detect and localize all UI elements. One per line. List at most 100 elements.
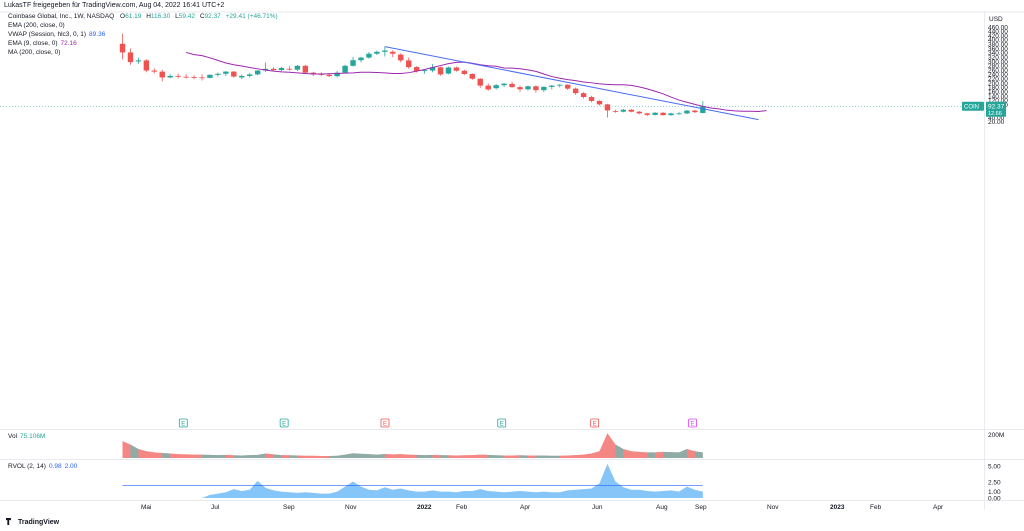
volume-segment bbox=[321, 455, 330, 458]
volume-segment bbox=[416, 454, 425, 458]
volume-segment bbox=[130, 444, 139, 458]
volume-segment bbox=[591, 451, 600, 458]
volume-segment bbox=[480, 454, 489, 458]
candle-body bbox=[565, 84, 571, 89]
volume-segment bbox=[583, 453, 592, 458]
rvol-legend[interactable]: RVOL (2, 14) 0.98 2.00 bbox=[8, 463, 78, 470]
volume-segment bbox=[647, 452, 656, 458]
volume-segment bbox=[170, 453, 179, 458]
volume-segment bbox=[607, 433, 616, 458]
candle-body bbox=[127, 52, 134, 63]
price-axis-tick: 40.00 bbox=[988, 115, 1005, 122]
time-axis-label: Nov bbox=[767, 504, 779, 511]
volume-segment bbox=[400, 454, 409, 458]
candle-body bbox=[326, 74, 332, 77]
symbol-legend[interactable]: Coinbase Global, Inc., 1W, NASDAQ O61.19… bbox=[8, 13, 278, 20]
earnings-marker[interactable] bbox=[380, 418, 390, 428]
candle-body bbox=[254, 70, 261, 75]
candle-body bbox=[445, 67, 452, 74]
indicator-vwap[interactable]: VWAP (Session, hlc3, 0, 1) 89.36 bbox=[8, 31, 106, 38]
price-axis-tick: 160.00 bbox=[988, 89, 1008, 96]
volume-segment bbox=[488, 454, 497, 458]
candle-body bbox=[358, 57, 364, 61]
time-axis-label: Feb bbox=[456, 504, 468, 511]
candle-body bbox=[382, 50, 388, 52]
earnings-marker[interactable] bbox=[178, 418, 188, 428]
candle-body bbox=[636, 111, 642, 114]
time-axis-label: Sep bbox=[283, 504, 295, 511]
candle-body bbox=[541, 86, 547, 91]
volume-segment bbox=[361, 453, 369, 458]
candle-body bbox=[469, 73, 475, 79]
candle-body bbox=[167, 75, 173, 78]
candle-body bbox=[350, 60, 356, 66]
price-tag-symbol: COIN bbox=[964, 105, 979, 111]
volume-segment bbox=[368, 454, 377, 458]
price-axis-tick: 360.00 bbox=[988, 46, 1008, 53]
volume-segment bbox=[504, 455, 513, 458]
earnings-marker[interactable] bbox=[279, 418, 289, 428]
candle-body bbox=[501, 83, 507, 86]
time-axis-label: Apr bbox=[520, 504, 531, 511]
rvol-area bbox=[122, 463, 703, 498]
price-axis-tick: 320.00 bbox=[988, 54, 1008, 61]
indicator-ema9[interactable]: EMA (9, close, 0) 72.16 bbox=[8, 40, 77, 47]
indicator-ma200[interactable]: MA (200, close, 0) bbox=[8, 49, 61, 56]
rvol-axis-label: 1.00 bbox=[988, 489, 1001, 496]
candle-body bbox=[429, 67, 436, 71]
candle-body bbox=[413, 67, 420, 71]
earnings-marker[interactable] bbox=[497, 418, 507, 428]
volume-segment bbox=[186, 454, 195, 458]
volume-area bbox=[122, 433, 703, 458]
indicator-ema200[interactable]: EMA (200, close, 0) bbox=[8, 22, 65, 29]
candle-body bbox=[294, 65, 301, 70]
candle-body bbox=[175, 75, 181, 77]
candle-body bbox=[700, 106, 706, 113]
volume-segment bbox=[496, 455, 505, 458]
rvol-axis-label: 2.50 bbox=[988, 479, 1001, 486]
candle-body bbox=[406, 60, 412, 68]
candle-body bbox=[278, 67, 285, 71]
chart-header: LukasTF freigegeben für TradingView.com,… bbox=[4, 2, 224, 9]
volume-segment bbox=[639, 451, 648, 458]
ohlc-change: +29.41 (+46.71%) bbox=[225, 13, 278, 20]
volume-segment bbox=[575, 454, 584, 458]
candle-body bbox=[549, 85, 555, 87]
candle-body bbox=[437, 67, 444, 75]
candle-body bbox=[668, 113, 674, 116]
rvol-value-2: 2.00 bbox=[64, 463, 78, 470]
volume-segment bbox=[353, 453, 361, 458]
candle-body bbox=[334, 72, 340, 77]
rvol-value-1: 0.98 bbox=[48, 463, 62, 470]
volume-axis-label: 200M bbox=[988, 432, 1004, 439]
volume-segment bbox=[202, 454, 210, 458]
price-axis-tick: 280.00 bbox=[988, 63, 1008, 70]
price-tag-symbol-box bbox=[962, 101, 984, 111]
candle-body bbox=[517, 87, 523, 90]
volume-legend[interactable]: Vol 75.106M bbox=[8, 433, 46, 440]
volume-segment bbox=[543, 455, 552, 458]
volume-segment bbox=[273, 454, 282, 458]
earnings-marker[interactable] bbox=[688, 418, 697, 428]
candle-body bbox=[159, 71, 165, 78]
volume-segment bbox=[233, 455, 242, 458]
earnings-marker[interactable] bbox=[590, 418, 600, 428]
candle-body bbox=[684, 110, 690, 114]
ohlc-high: H116.30 bbox=[146, 13, 171, 20]
volume-segment bbox=[384, 453, 393, 458]
volume-segment bbox=[154, 452, 163, 458]
trendline[interactable] bbox=[384, 46, 759, 121]
brand-footer[interactable]: TradingView bbox=[6, 518, 59, 526]
candle-body bbox=[628, 109, 634, 112]
volume-segment bbox=[663, 451, 672, 458]
volume-segment bbox=[686, 449, 695, 458]
candle-body bbox=[604, 104, 611, 111]
indicator-vwap-value: 89.36 bbox=[89, 31, 106, 38]
candle-body bbox=[676, 113, 682, 115]
price-axis-currency: USD bbox=[989, 16, 1003, 23]
candle-body bbox=[485, 85, 491, 90]
price-axis-tick: 400.00 bbox=[988, 37, 1008, 44]
candle-body bbox=[398, 54, 404, 61]
price-tag-box bbox=[986, 101, 1006, 117]
